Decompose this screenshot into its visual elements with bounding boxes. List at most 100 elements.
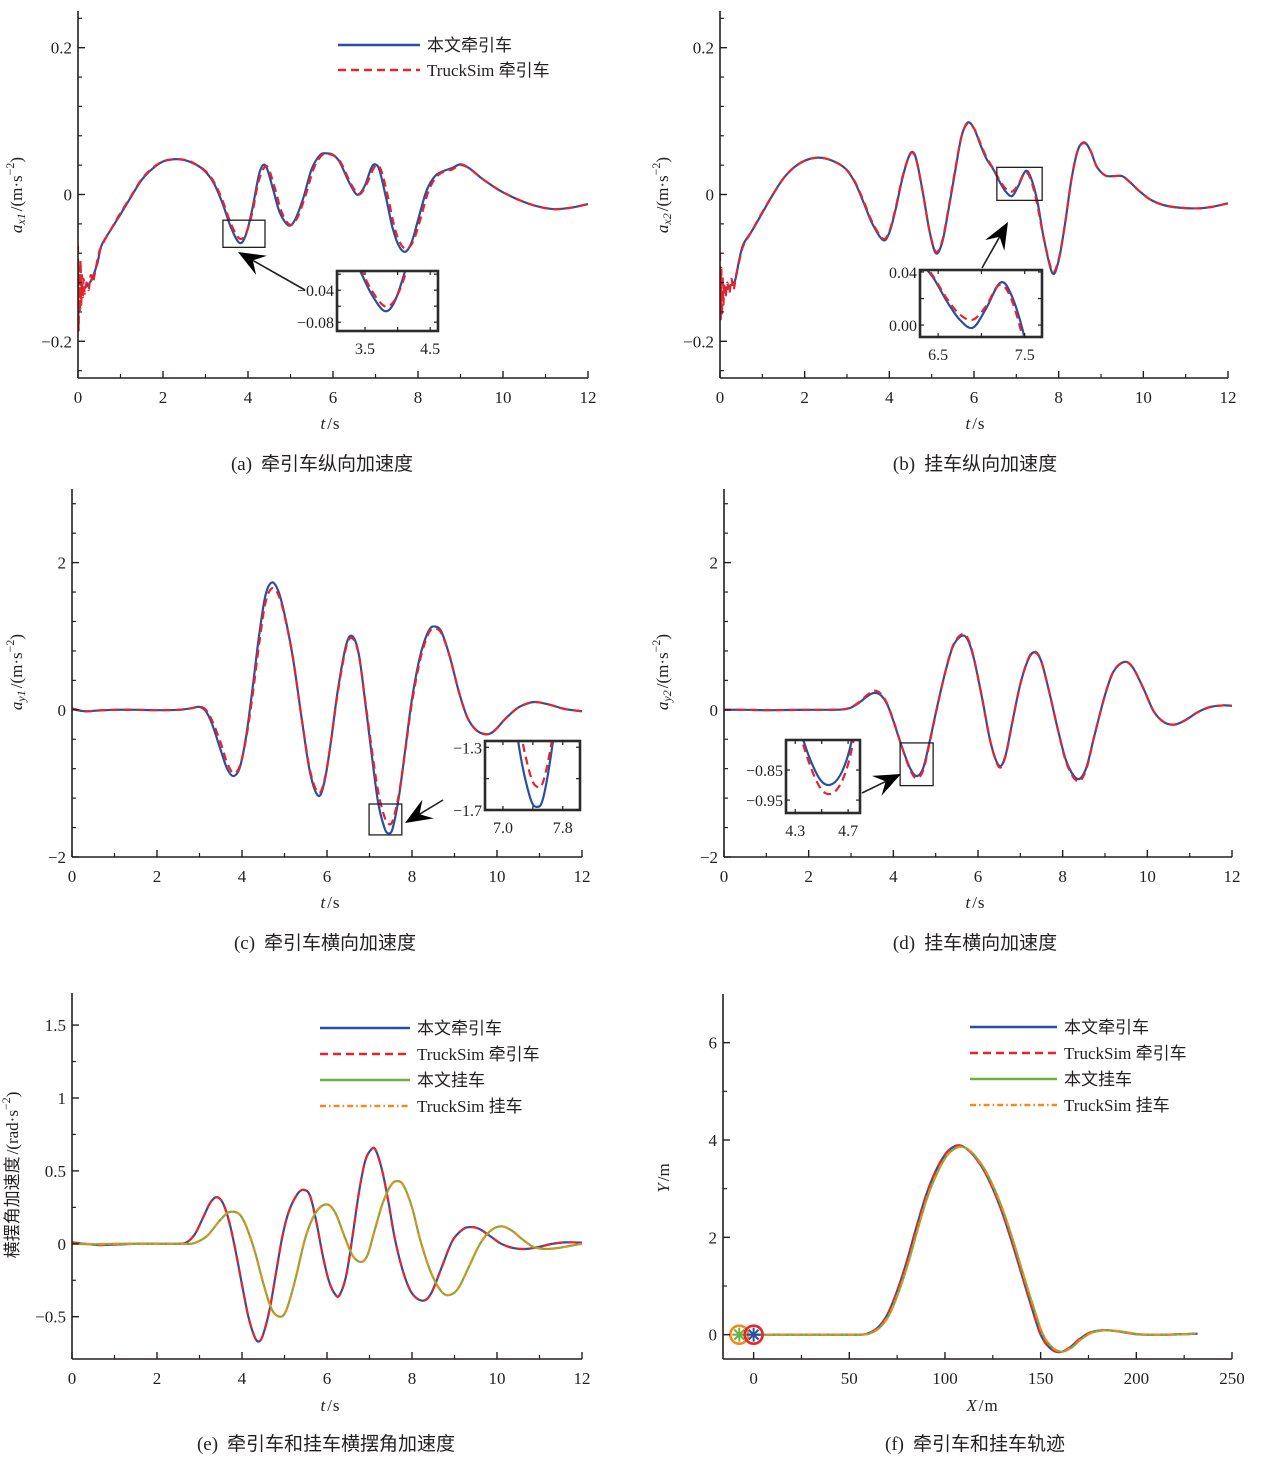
y-tick-label: 2 xyxy=(58,554,67,573)
y-tick-label: 2 xyxy=(710,554,719,573)
x-axis-separator: / xyxy=(972,414,977,433)
x-tick-label: 8 xyxy=(414,388,423,407)
inset-y-tick-label: −1.3 xyxy=(453,740,482,757)
inset-y-tick-label: −0.95 xyxy=(746,793,783,810)
y-axis-unit: (rad·s xyxy=(3,1110,22,1150)
x-axis-label: t/s xyxy=(965,893,984,912)
x-tick-label: 12 xyxy=(574,867,591,886)
x-axis-symbol: t xyxy=(965,414,971,433)
legend-label: 本文牵引车 xyxy=(427,36,512,55)
x-tick-label: 10 xyxy=(489,1369,506,1388)
inset-x-tick-label: 4.5 xyxy=(420,341,440,358)
arrow-head xyxy=(238,252,267,275)
inset-x-tick-label: 4.3 xyxy=(785,823,805,840)
series-line-e-2 xyxy=(72,1180,583,1318)
x-axis-label: X/m xyxy=(965,1396,997,1415)
y-axis-close: ) xyxy=(7,157,26,163)
x-axis-separator: / xyxy=(979,1396,984,1415)
series-group xyxy=(72,581,583,835)
caption-text: 牵引车纵向加速度 xyxy=(261,453,413,475)
x-axis-symbol: t xyxy=(320,1396,326,1415)
inset-y-tick-label: −1.7 xyxy=(453,803,482,820)
y-axis-exponent: −2 xyxy=(649,163,663,176)
legend-label: TruckSim 牵引车 xyxy=(417,1045,540,1064)
x-axis-symbol: t xyxy=(320,893,326,912)
inset-y-tick-label: 0.00 xyxy=(889,318,917,335)
y-axis-symbol: Y xyxy=(654,1182,673,1193)
x-axis-unit: s xyxy=(333,1396,340,1415)
zoom-arrow xyxy=(981,222,1008,269)
inset-series-line-b-1 xyxy=(927,270,1024,337)
inset-x-tick-label: 7.8 xyxy=(553,820,573,837)
x-tick-label: 0 xyxy=(720,867,729,886)
x-tick-label: 250 xyxy=(1219,1369,1245,1388)
y-axis-separator: / xyxy=(7,683,26,688)
y-axis-label: ay2 /(m·s−2) xyxy=(649,634,674,710)
inset-y-tick-label: −0.08 xyxy=(297,315,334,332)
y-axis-subscript: y1 xyxy=(14,690,28,702)
inset-y-tick-label: −0.85 xyxy=(746,763,783,780)
x-tick-label: 12 xyxy=(1220,388,1237,407)
x-tick-label: 8 xyxy=(408,1369,417,1388)
x-tick-label: 10 xyxy=(495,388,512,407)
arrow-shaft xyxy=(981,236,1001,269)
y-tick-label: −0.5 xyxy=(35,1308,66,1327)
legend-label: 本文挂车 xyxy=(1064,1070,1132,1089)
x-tick-label: 12 xyxy=(580,388,597,407)
caption-text: 挂车纵向加速度 xyxy=(924,453,1057,475)
x-axis-symbol: t xyxy=(965,893,971,912)
x-axis-unit: s xyxy=(333,893,340,912)
arrow-head xyxy=(871,774,901,796)
chart-panel-f: 0 50 100 150 200 250 0 2 4 6 本文牵引车 TruckSim 牵引车本文挂车… xyxy=(654,994,1245,1455)
y-tick-label: 0.2 xyxy=(693,39,714,58)
y-axis-exponent: −2 xyxy=(649,640,663,653)
y-axis-symbol: a xyxy=(7,225,26,234)
y-axis-unit: (m·s xyxy=(653,652,672,683)
y-axis-label: ax1 /(m·s−2) xyxy=(3,157,28,233)
inset-background xyxy=(337,271,438,331)
legend-label: TruckSim 牵引车 xyxy=(1064,1044,1187,1063)
caption-text: 牵引车和挂车横摆角加速度 xyxy=(227,1433,455,1455)
x-tick-label: 4 xyxy=(244,388,253,407)
y-axis-text: 横摆角加速度 xyxy=(3,1156,22,1258)
y-axis-label: ay1 /(m·s−2) xyxy=(3,634,28,710)
x-tick-label: 2 xyxy=(159,388,168,407)
x-axis-label: t/s xyxy=(320,1396,339,1415)
x-tick-label: 6 xyxy=(323,1369,332,1388)
x-tick-label: 10 xyxy=(1135,388,1152,407)
panel-caption: (d) 挂车横向加速度 xyxy=(893,932,1057,954)
y-axis-close: ) xyxy=(653,634,672,640)
x-tick-label: 2 xyxy=(804,867,813,886)
y-tick-label: −0.2 xyxy=(41,332,72,351)
caption-label: (e) xyxy=(197,1434,218,1455)
x-tick-label: 150 xyxy=(1028,1369,1054,1388)
x-tick-label: 6 xyxy=(329,388,338,407)
axes: 0 2 4 6 8 10 12 −0.2 0 0.2 xyxy=(41,11,597,407)
x-tick-label: 4 xyxy=(885,388,894,407)
series-line-d-1 xyxy=(724,632,1233,783)
axes: 0 2 4 6 8 10 12 −0.2 0 0.2 xyxy=(683,11,1237,407)
inset-plot: 4.3 4.7 −0.95 −0.85 xyxy=(746,738,862,840)
legend-label: TruckSim 挂车 xyxy=(417,1097,523,1116)
x-axis-symbol: X xyxy=(965,1396,977,1415)
y-tick-label: 0.5 xyxy=(45,1162,66,1181)
x-tick-label: 100 xyxy=(932,1369,958,1388)
start-marker-spoke xyxy=(733,1329,745,1341)
y-axis-separator: / xyxy=(653,683,672,688)
series-line-f-2 xyxy=(739,1145,1196,1353)
y-axis-unit: (m·s xyxy=(653,175,672,206)
legend-label: TruckSim 牵引车 xyxy=(427,61,550,80)
legend: 本文牵引车 TruckSim 牵引车 xyxy=(338,36,550,80)
series-group xyxy=(720,121,1229,321)
x-axis-separator: / xyxy=(327,1396,332,1415)
caption-label: (b) xyxy=(893,454,915,475)
inset-series-line-a-0 xyxy=(358,271,407,313)
y-axis-separator: / xyxy=(653,206,672,211)
y-axis-separator: / xyxy=(3,1149,22,1154)
caption-text: 牵引车横向加速度 xyxy=(264,932,416,954)
x-tick-label: 10 xyxy=(1139,867,1156,886)
x-tick-label: 2 xyxy=(153,867,162,886)
axes: 0 2 4 6 8 10 12−202 xyxy=(700,489,1241,886)
